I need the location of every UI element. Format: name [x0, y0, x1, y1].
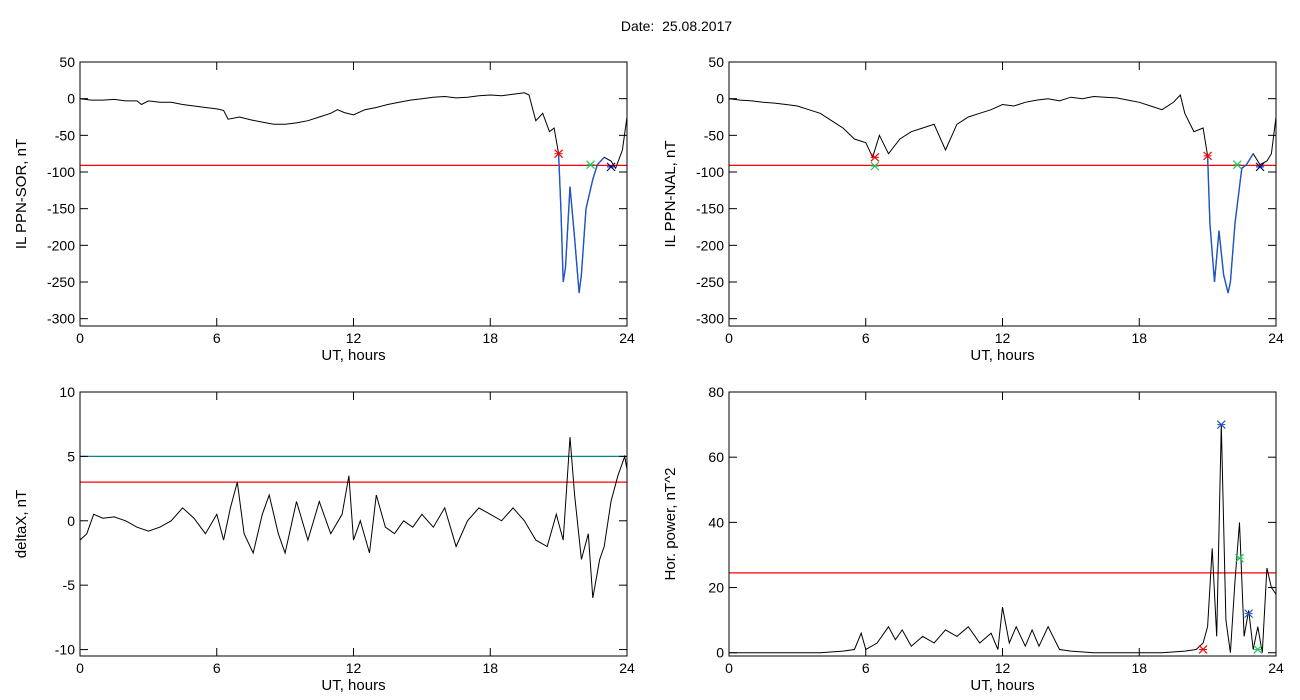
- event-marker: [870, 161, 880, 171]
- x-tick-label: 6: [862, 330, 870, 346]
- y-tick-label: 60: [708, 449, 724, 465]
- x-tick-label: 18: [482, 330, 498, 346]
- y-tick-label: -250: [47, 274, 75, 290]
- x-tick-label: 18: [1131, 660, 1147, 676]
- series-line: [729, 424, 1276, 654]
- plot-frame: [79, 391, 628, 657]
- y-tick-label: -200: [696, 237, 724, 253]
- y-tick-label: 80: [708, 384, 724, 400]
- event-marker: [1198, 645, 1208, 654]
- event-marker: [606, 162, 616, 172]
- y-tick-label: -100: [696, 164, 724, 180]
- y-tick-label: -50: [704, 127, 724, 143]
- event-marker: [870, 152, 880, 162]
- y-axis-title: IL PPN-NAL, nT: [662, 141, 679, 248]
- x-axis-title: UT, hours: [970, 677, 1034, 694]
- series-line: [80, 437, 627, 599]
- y-tick-label: 10: [59, 384, 75, 400]
- x-tick-label: 12: [346, 330, 362, 346]
- y-tick-label: -300: [47, 311, 75, 327]
- x-tick-label: 0: [76, 330, 84, 346]
- y-tick-label: -10: [55, 642, 75, 658]
- highlight-segment: [1206, 153, 1254, 294]
- x-tick-label: 24: [1268, 330, 1284, 346]
- x-tick-label: 12: [346, 660, 362, 676]
- x-tick-label: 24: [619, 660, 635, 676]
- event-marker: [1255, 162, 1265, 172]
- y-tick-label: 40: [708, 514, 724, 530]
- event-marker: [1235, 553, 1244, 563]
- y-tick-label: -250: [696, 274, 724, 290]
- chart-panel-nal: 0 6 12 18 24 50 0 -50 -100 -150 -200 -250 -300 UT, ho…: [662, 54, 1284, 364]
- x-tick-label: 0: [76, 660, 84, 676]
- y-tick-label: 0: [716, 645, 724, 661]
- x-tick-label: 6: [213, 330, 221, 346]
- event-marker: [554, 149, 564, 159]
- x-tick-label: 18: [1131, 330, 1147, 346]
- event-marker: [1216, 420, 1226, 430]
- y-tick-label: -150: [47, 201, 75, 217]
- y-axis-title: deltaX, nT: [13, 490, 30, 558]
- x-tick-label: 24: [1268, 660, 1284, 676]
- y-tick-label: -50: [55, 127, 75, 143]
- event-marker: [586, 160, 595, 170]
- y-axis-title: IL PPN-SOR, nT: [13, 139, 30, 249]
- y-tick-label: -100: [47, 164, 75, 180]
- chart-panel-power: 0 6 12 18 24 80 60 40 20 0 UT, hours Hor. power, nT…: [662, 384, 1284, 694]
- y-tick-label: 0: [716, 91, 724, 107]
- x-axis-title: UT, hours: [321, 677, 385, 694]
- y-tick-label: 50: [59, 54, 75, 70]
- x-axis-title: UT, hours: [321, 347, 385, 364]
- x-tick-label: 12: [995, 330, 1011, 346]
- series-line: [729, 93, 1276, 294]
- y-tick-label: -5: [63, 577, 76, 593]
- x-tick-label: 6: [213, 660, 221, 676]
- x-axis-title: UT, hours: [970, 347, 1034, 364]
- y-tick-label: -150: [696, 201, 724, 217]
- chart-panel-deltax: 0 6 12 18 24 10 5 0 -5 -10 UT, hours deltaX, nT: [13, 384, 635, 694]
- x-tick-label: 12: [995, 660, 1011, 676]
- event-marker: [1244, 609, 1254, 619]
- y-tick-label: -300: [696, 311, 724, 327]
- plot-frame: [728, 61, 1277, 327]
- y-tick-label: 5: [67, 448, 75, 464]
- x-tick-label: 24: [619, 330, 635, 346]
- plot-frame: [728, 391, 1277, 657]
- y-tick-label: 50: [708, 54, 724, 70]
- y-tick-label: 0: [67, 513, 75, 529]
- event-marker: [1203, 151, 1213, 161]
- y-tick-label: -200: [47, 237, 75, 253]
- x-tick-label: 18: [482, 660, 498, 676]
- series-line: [80, 92, 627, 294]
- event-marker: [1253, 645, 1263, 654]
- figure-title: Date: 25.08.2017: [620, 18, 733, 34]
- y-tick-label: 20: [708, 580, 724, 596]
- event-marker: [1232, 160, 1242, 170]
- y-axis-title: Hor. power, nT^2: [662, 468, 679, 581]
- chart-panel-sor: 0 6 12 18 24 50 0 -50 -100 -150 -200 -250 -300 UT, ho…: [13, 54, 635, 364]
- y-tick-label: 0: [67, 91, 75, 107]
- x-tick-label: 6: [862, 660, 870, 676]
- x-tick-label: 0: [725, 660, 733, 676]
- x-tick-label: 0: [725, 330, 733, 346]
- highlight-segment: [557, 153, 605, 294]
- plot-frame: [79, 61, 628, 327]
